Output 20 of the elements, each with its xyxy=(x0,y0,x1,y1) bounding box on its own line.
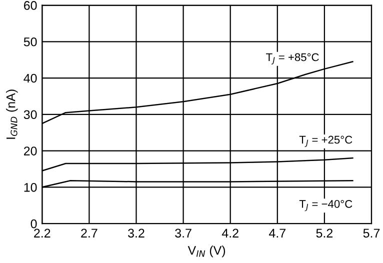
x-tick-label: 3.2 xyxy=(128,228,144,238)
series-label: T$_{J}$ = +85°C xyxy=(266,53,319,64)
y-tick-label: 20 xyxy=(24,146,37,156)
x-tick-label: 2.7 xyxy=(81,228,98,238)
x-tick-label: 3.7 xyxy=(175,228,192,238)
series-label: T$_{J}$ = −40°C xyxy=(299,200,352,212)
x-tick-label: 4.7 xyxy=(269,228,286,238)
y-tick-label: 0 xyxy=(30,219,37,228)
series-label: T$_{J}$ = +25°C xyxy=(299,136,352,147)
y-tick-label: 50 xyxy=(24,37,37,46)
y-tick-label: 40 xyxy=(24,74,37,83)
y-tick-label: 60 xyxy=(24,1,37,10)
y-tick-label: 30 xyxy=(24,110,37,120)
y-axis-title: I$_{GND}$ (nA) xyxy=(6,90,18,139)
x-tick-label: 5.7 xyxy=(363,228,380,238)
x-tick-label: 2.2 xyxy=(34,228,50,238)
x-tick-label: 5.2 xyxy=(316,228,333,238)
y-tick-label: 10 xyxy=(24,182,37,192)
x-tick-label: 4.2 xyxy=(222,228,238,238)
x-axis-title: V$_{IN}$ (V) xyxy=(188,246,226,258)
